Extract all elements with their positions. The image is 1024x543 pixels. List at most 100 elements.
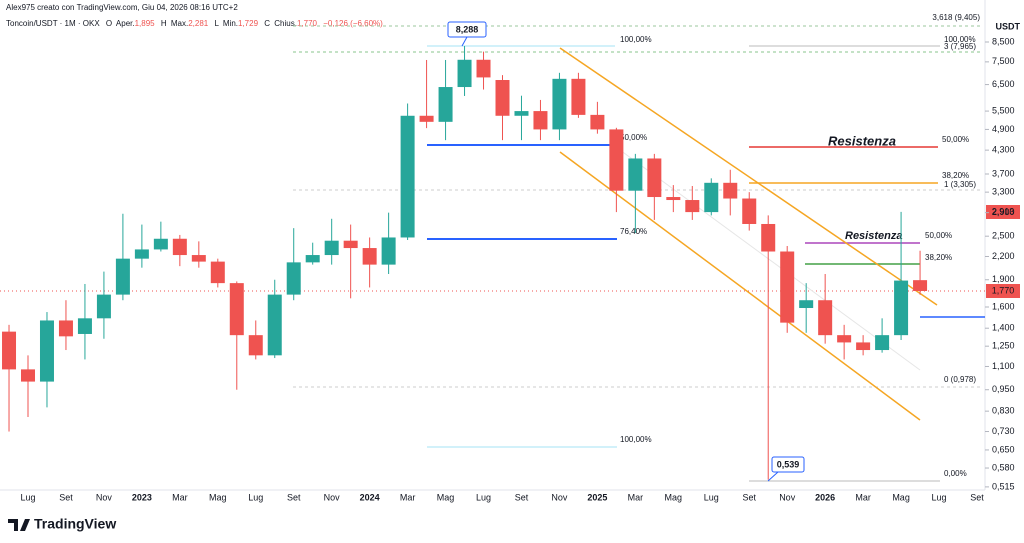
candle-body	[343, 240, 358, 249]
ohlc-key: O	[106, 19, 112, 28]
channel-line	[559, 47, 938, 306]
ohlc-key: H	[161, 19, 167, 28]
candle-body	[723, 182, 738, 199]
candle-body	[39, 320, 54, 382]
fib-label: 50,00%	[942, 135, 969, 144]
candle-body	[913, 280, 928, 291]
candle-body	[305, 255, 320, 263]
candle-body	[286, 262, 301, 295]
candle-body	[628, 158, 643, 191]
y-tick-label: 0,580	[992, 462, 1015, 472]
y-tick-label: 2,900	[992, 207, 1015, 217]
x-tick-label: Set	[287, 492, 301, 502]
y-tick-label: 4,300	[992, 145, 1015, 155]
x-tick-label: Set	[742, 492, 756, 502]
candle-body	[229, 283, 244, 336]
last-box-label: 1,770	[992, 285, 1015, 295]
ohlc-key: C	[264, 19, 270, 28]
fib-label: 3,618 (9,405)	[932, 13, 980, 22]
y-tick-label: 0,950	[992, 384, 1015, 394]
channel-line	[559, 151, 921, 421]
candle-body	[685, 200, 700, 213]
candle-body	[476, 59, 491, 78]
candle-body	[856, 342, 871, 351]
x-tick-label: Mar	[400, 492, 416, 502]
ohlc-value: 1,895	[135, 19, 156, 28]
ohlc-value: 1,770	[297, 19, 318, 28]
candle-body	[457, 59, 472, 88]
low-box-label: 0,539	[777, 459, 800, 469]
mark-box	[986, 205, 1020, 219]
fib-label: 1 (3,305)	[944, 180, 976, 189]
candle-body	[894, 280, 909, 336]
x-tick-label: Mar	[172, 492, 188, 502]
candle-body	[647, 158, 662, 198]
candle-body	[2, 331, 17, 370]
candle-body	[58, 320, 73, 337]
x-tick-label: Mag	[437, 492, 455, 502]
candle-body	[799, 300, 814, 309]
x-tick-label: 2024	[360, 492, 380, 502]
x-tick-label: Lug	[20, 492, 35, 502]
candle-body	[96, 294, 111, 319]
symbol: Toncoin/USDT · 1M · OKX	[6, 19, 100, 28]
y-tick-label: 2,200	[992, 251, 1015, 261]
x-tick-label: Set	[970, 492, 984, 502]
drawing-labels: 3,618 (9,405) 100,00% 100,00% 3 (7,965) …	[620, 13, 980, 478]
y-tick-label: 7,500	[992, 56, 1015, 66]
candle-body	[400, 115, 415, 238]
candle-body	[818, 300, 833, 336]
candle-body	[115, 258, 130, 295]
channel-mid	[619, 149, 921, 371]
x-tick-label: Lug	[932, 492, 947, 502]
x-tick-label: Mag	[209, 492, 227, 502]
high-box-label: 8,288	[456, 24, 479, 34]
candle-body	[21, 369, 35, 382]
candle-body	[761, 223, 776, 252]
y-tick-label: 1,250	[992, 341, 1015, 351]
ohlc-label: Chius.	[274, 19, 297, 28]
candle-body	[419, 115, 434, 122]
drawings	[0, 25, 985, 482]
candle-body	[381, 237, 396, 265]
y-tick-label: 1,600	[992, 301, 1015, 311]
x-tick-label: 2025	[587, 492, 607, 502]
candle-body	[590, 114, 605, 130]
fib-label: 38,20%	[942, 171, 969, 180]
y-tick-label: 1,100	[992, 361, 1015, 371]
candle-body	[704, 182, 719, 213]
x-tick-label: Nov	[779, 492, 796, 502]
candle-body	[324, 240, 339, 256]
x-tick-label: 2023	[132, 492, 152, 502]
candle-body	[875, 335, 890, 351]
fib-label: 38,20%	[925, 253, 952, 262]
fib-label: 100,00%	[620, 435, 652, 444]
candle-body	[514, 111, 529, 116]
x-tick-label: Set	[515, 492, 529, 502]
fib-label: 0 (0,978)	[944, 375, 976, 384]
ohlc-key: L	[214, 19, 219, 28]
logo: TradingView	[8, 516, 116, 532]
candle-body	[210, 261, 225, 284]
x-tick-label: 2026	[815, 492, 835, 502]
fib-label: 3 (7,965)	[944, 42, 976, 51]
x-tick-label: Set	[59, 492, 73, 502]
x-tick-label: Lug	[476, 492, 491, 502]
y-tick-label: 3,300	[992, 187, 1015, 197]
logo-icon	[8, 519, 30, 531]
fib-label: 50,00%	[925, 231, 952, 240]
pointer	[767, 471, 779, 482]
currency: USDT	[996, 21, 1021, 31]
ohlc-value: 1,729	[238, 19, 259, 28]
x-tick-label: Mar	[855, 492, 871, 502]
candle-body	[153, 238, 168, 250]
mark-box-label: 2,913	[992, 206, 1015, 216]
candle-body	[134, 249, 149, 259]
candle-body	[742, 198, 757, 224]
candle-body	[571, 78, 586, 115]
y-tick-label: 4,900	[992, 124, 1015, 134]
ohlc-value: 2,281	[188, 19, 209, 28]
candle-body	[552, 78, 567, 130]
